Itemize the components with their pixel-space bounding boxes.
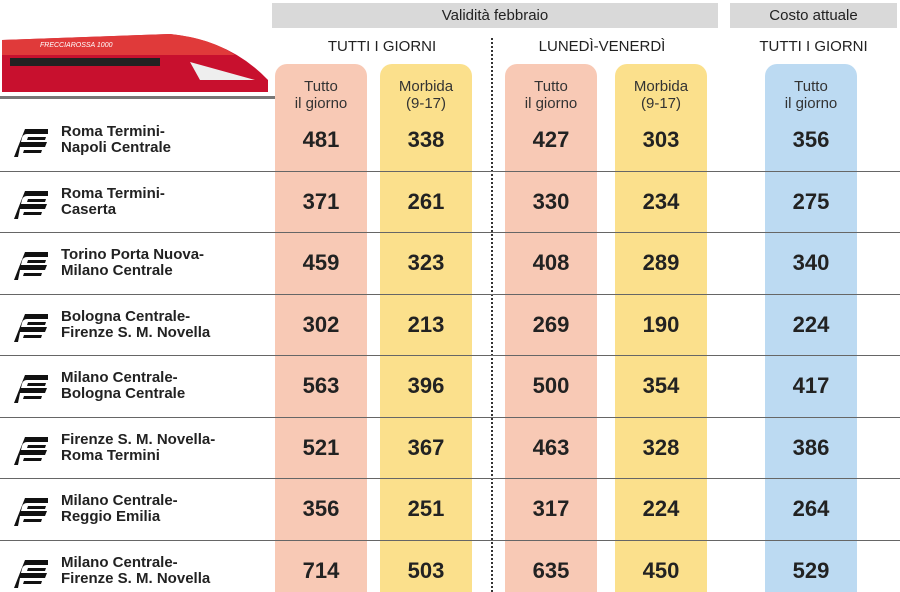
- fare-value: 264: [765, 496, 857, 522]
- route-name: Roma Termini-: [61, 186, 165, 202]
- row-separator: [0, 540, 900, 541]
- fare-value: 396: [380, 373, 472, 399]
- route-name: Reggio Emilia: [61, 509, 160, 525]
- fare-value: 356: [765, 127, 857, 153]
- column-header: Tutto: [765, 78, 857, 95]
- route-name: Bologna Centrale: [61, 386, 185, 402]
- route-name: Bologna Centrale-: [61, 309, 190, 325]
- rail-logo: [14, 495, 48, 534]
- rail-logo: [14, 249, 48, 288]
- route-name: Milano Centrale-: [61, 370, 178, 386]
- fare-value: 317: [505, 496, 597, 522]
- fare-value: 190: [615, 312, 707, 338]
- column-header: Morbida: [615, 78, 707, 95]
- fare-value: 328: [615, 435, 707, 461]
- fare-value: 224: [615, 496, 707, 522]
- rail-logo: [14, 434, 48, 473]
- rail-logo: [14, 372, 48, 411]
- column-header: il giorno: [505, 95, 597, 112]
- column-header: Morbida: [380, 78, 472, 95]
- train-illustration: FRECCIAROSSA 1000: [0, 0, 280, 105]
- column-header: Tutto: [275, 78, 367, 95]
- fare-value: 330: [505, 189, 597, 215]
- page: FRECCIAROSSA 1000 Validità febbraio Costo…: [0, 0, 900, 592]
- route-name: Firenze S. M. Novella: [61, 571, 210, 587]
- route-name: Torino Porta Nuova-: [61, 247, 204, 263]
- subheader: TUTTI I GIORNI: [730, 38, 897, 55]
- fare-value: 386: [765, 435, 857, 461]
- row-separator: [0, 478, 900, 479]
- route-name: Firenze S. M. Novella: [61, 325, 210, 341]
- fare-value: 450: [615, 558, 707, 584]
- column-header: il giorno: [275, 95, 367, 112]
- fare-value: 354: [615, 373, 707, 399]
- fare-value: 269: [505, 312, 597, 338]
- rail-logo: [14, 126, 48, 165]
- fare-value: 303: [615, 127, 707, 153]
- fare-value: 275: [765, 189, 857, 215]
- fare-value: 521: [275, 435, 367, 461]
- fare-value: 224: [765, 312, 857, 338]
- route-name: Roma Termini-: [61, 124, 165, 140]
- fare-value: 234: [615, 189, 707, 215]
- fare-value: 251: [380, 496, 472, 522]
- fare-value: 261: [380, 189, 472, 215]
- subheader: LUNEDÌ-VENERDÌ: [492, 38, 712, 55]
- fare-value: 367: [380, 435, 472, 461]
- fare-value: 417: [765, 373, 857, 399]
- row-separator: [0, 355, 900, 356]
- route-name: Milano Centrale: [61, 263, 173, 279]
- column-header: (9-17): [380, 95, 472, 112]
- fare-value: 529: [765, 558, 857, 584]
- fare-value: 408: [505, 250, 597, 276]
- column-header: il giorno: [765, 95, 857, 112]
- subheader: TUTTI I GIORNI: [272, 38, 492, 55]
- fare-value: 459: [275, 250, 367, 276]
- route-name: Caserta: [61, 202, 116, 218]
- route-name: Milano Centrale-: [61, 555, 178, 571]
- fare-value: 323: [380, 250, 472, 276]
- rail-logo: [14, 557, 48, 592]
- route-name: Roma Termini: [61, 448, 160, 464]
- fare-value: 340: [765, 250, 857, 276]
- row-separator: [0, 417, 900, 418]
- fare-value: 463: [505, 435, 597, 461]
- fare-value: 338: [380, 127, 472, 153]
- fare-value: 427: [505, 127, 597, 153]
- fare-value: 503: [380, 558, 472, 584]
- fare-value: 563: [275, 373, 367, 399]
- column-header: Tutto: [505, 78, 597, 95]
- column-header: (9-17): [615, 95, 707, 112]
- fare-value: 635: [505, 558, 597, 584]
- fare-value: 500: [505, 373, 597, 399]
- row-separator: [0, 171, 900, 172]
- train-label: FRECCIAROSSA 1000: [40, 42, 113, 49]
- fare-value: 302: [275, 312, 367, 338]
- rail-logo: [14, 188, 48, 227]
- group-header: Costo attuale: [730, 3, 897, 28]
- row-separator: [0, 232, 900, 233]
- rail-logo: [14, 311, 48, 350]
- divider: [491, 38, 493, 592]
- route-name: Napoli Centrale: [61, 140, 171, 156]
- route-name: Milano Centrale-: [61, 493, 178, 509]
- row-separator: [0, 294, 900, 295]
- fare-value: 481: [275, 127, 367, 153]
- fare-value: 289: [615, 250, 707, 276]
- fare-value: 371: [275, 189, 367, 215]
- fare-value: 213: [380, 312, 472, 338]
- fare-value: 714: [275, 558, 367, 584]
- route-name: Firenze S. M. Novella-: [61, 432, 215, 448]
- fare-value: 356: [275, 496, 367, 522]
- group-header: Validità febbraio: [272, 3, 718, 28]
